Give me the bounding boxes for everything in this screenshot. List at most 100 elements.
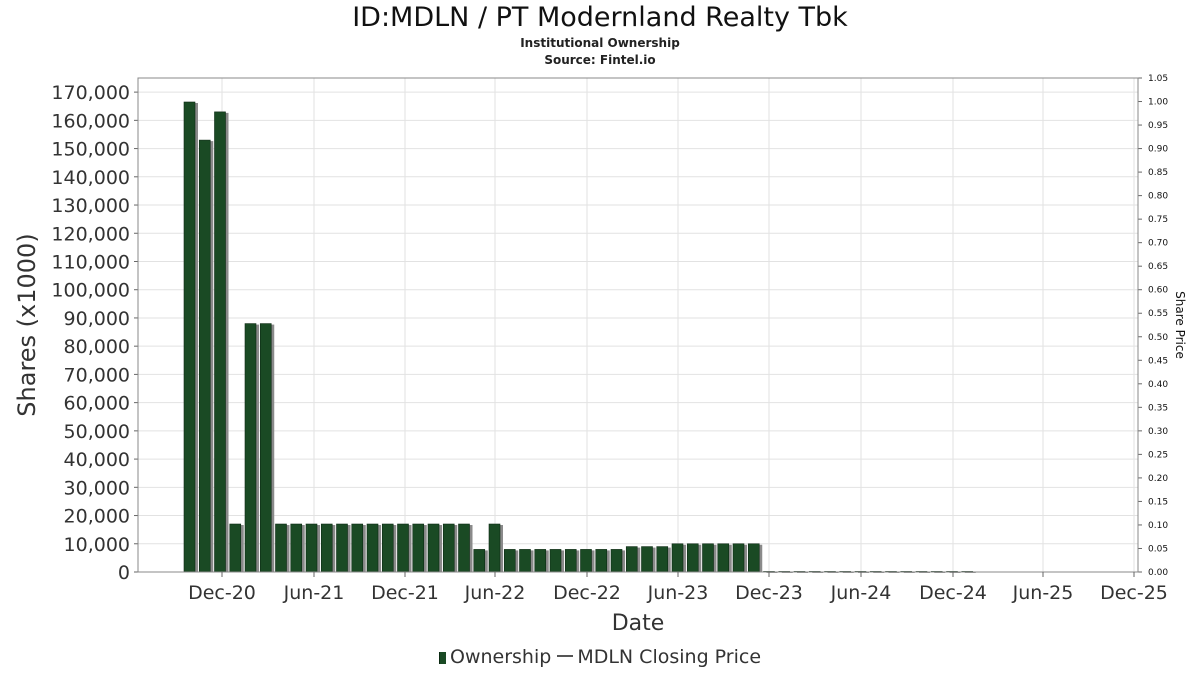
- x-tick-label: Jun-24: [830, 582, 892, 604]
- price-legend-label: MDLN Closing Price: [577, 646, 762, 668]
- bar: [381, 523, 394, 573]
- y2-tick-label: 0.00: [1148, 568, 1168, 578]
- y-tick-label: 0: [118, 562, 130, 584]
- bar: [244, 323, 257, 573]
- bar-shadow: [873, 572, 885, 573]
- bar: [336, 523, 348, 573]
- bar: [275, 523, 287, 573]
- bar-shadow: [964, 572, 976, 573]
- ownership-legend-swatch: [438, 652, 446, 664]
- bar: [412, 523, 425, 573]
- bar-shadow: [949, 572, 961, 573]
- y-tick-label: 40,000: [64, 449, 130, 471]
- bar-shadow: [827, 572, 839, 573]
- bar: [397, 523, 409, 573]
- bar: [351, 523, 364, 573]
- bar: [427, 523, 440, 573]
- y-tick-label: 110,000: [51, 251, 130, 273]
- y-tick-label: 170,000: [51, 82, 130, 104]
- bar-shadow: [842, 572, 854, 573]
- bar-shadow: [858, 572, 869, 573]
- y2-tick-label: 0.65: [1148, 262, 1168, 272]
- y2-tick-label: 0.70: [1148, 239, 1168, 249]
- y-tick-label: 70,000: [64, 364, 130, 386]
- y-tick-label: 30,000: [64, 477, 130, 499]
- chart-title: ID:MDLN / PT Modernland Realty Tbk: [352, 2, 848, 33]
- y2-tick-label: 1.00: [1148, 98, 1168, 108]
- x-tick-label: Dec-21: [371, 582, 439, 604]
- bar: [198, 139, 211, 573]
- x-tick-label: Dec-25: [1100, 582, 1168, 604]
- y-tick-label: 60,000: [64, 393, 130, 415]
- bar: [259, 323, 272, 573]
- y2-tick-label: 0.05: [1148, 544, 1168, 554]
- bar-shadow: [888, 572, 900, 573]
- chart-source: Source: Fintel.io: [544, 53, 656, 67]
- bar: [747, 543, 760, 573]
- bar: [503, 549, 516, 573]
- bar: [320, 523, 333, 573]
- y2-tick-label: 1.05: [1148, 74, 1168, 84]
- x-tick-label: Dec-22: [553, 582, 621, 604]
- y-tick-label: 150,000: [51, 139, 130, 161]
- y2-tick-label: 0.10: [1148, 521, 1168, 531]
- bar: [702, 543, 714, 573]
- y2-tick-label: 0.30: [1148, 427, 1168, 437]
- bar: [290, 523, 303, 573]
- bar: [610, 549, 623, 573]
- y2-tick-label: 0.60: [1148, 286, 1168, 296]
- plot-area: [138, 78, 1138, 572]
- bar: [732, 543, 745, 573]
- bar-shadow: [797, 572, 808, 573]
- bar-shadow: [919, 572, 930, 573]
- bar: [595, 549, 608, 573]
- bar: [214, 111, 226, 573]
- bar: [183, 101, 196, 573]
- y2-tick-label: 0.15: [1148, 497, 1168, 507]
- bar: [458, 523, 470, 573]
- bar: [625, 546, 638, 573]
- y2-tick-label: 0.25: [1148, 450, 1168, 460]
- y2-tick-label: 0.85: [1148, 168, 1168, 178]
- y2-axis-title: Share Price: [1173, 291, 1187, 359]
- bar-shadow: [766, 572, 778, 573]
- bar: [641, 546, 653, 573]
- y-tick-label: 140,000: [51, 167, 130, 189]
- y2-tick-label: 0.40: [1148, 380, 1168, 390]
- x-tick-label: Jun-23: [647, 582, 709, 604]
- plot-frame: [137, 77, 1139, 573]
- x-tick-label: Jun-25: [1012, 582, 1074, 604]
- price-legend-swatch: [557, 655, 574, 657]
- bar: [686, 543, 699, 573]
- x-tick-label: Jun-21: [283, 582, 345, 604]
- bar: [473, 549, 486, 573]
- y-tick-label: 120,000: [51, 223, 130, 245]
- y-tick-label: 100,000: [51, 280, 130, 302]
- ownership-chart: 0 10,000 20,000 30,000 40,000 50,000 60,000 70,…: [13, 74, 1187, 636]
- y2-tick-label: 0.55: [1148, 309, 1168, 319]
- x-tick-label: Jun-22: [464, 582, 526, 604]
- x-tick-label: Dec-23: [735, 582, 803, 604]
- ownership-legend-label: Ownership: [449, 646, 552, 668]
- chart-legend: Ownership MDLN Closing Price: [0, 646, 1200, 668]
- y-axis-title: Shares (x1000): [13, 233, 41, 416]
- y-tick-label: 80,000: [64, 336, 130, 358]
- y-tick-label: 160,000: [51, 110, 130, 132]
- x-tick-label: Dec-24: [919, 582, 987, 604]
- bar: [519, 549, 531, 573]
- bar: [580, 549, 592, 573]
- y2-tick-label: 0.45: [1148, 356, 1168, 366]
- y2-tick-label: 0.95: [1148, 121, 1168, 131]
- y-tick-label: 90,000: [64, 308, 130, 330]
- bar: [488, 523, 501, 573]
- y2-tick-label: 0.50: [1148, 333, 1168, 343]
- bar: [656, 546, 669, 573]
- y-tick-label: 20,000: [64, 506, 130, 528]
- y-tick-label: 10,000: [64, 534, 130, 556]
- bar: [442, 523, 455, 573]
- bar: [366, 523, 379, 573]
- bar: [549, 549, 562, 573]
- y2-tick-label: 0.80: [1148, 192, 1168, 202]
- bar-shadow: [812, 572, 824, 573]
- bar-shadow: [903, 572, 915, 573]
